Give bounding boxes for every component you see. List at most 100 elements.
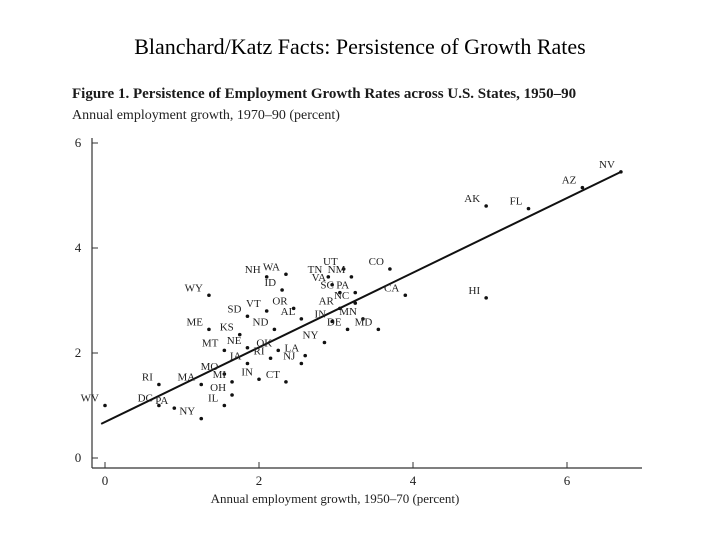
data-point [230,380,234,384]
point-label: MI [213,369,227,381]
slide-title: Blanchard/Katz Facts: Persistence of Gro… [134,34,586,59]
point-label: PA [155,395,168,407]
point-label: OK [256,337,272,349]
point-label: ND [253,316,269,328]
point-label: CO [369,256,384,268]
data-point [103,403,107,408]
data-point [284,380,288,384]
point-label: MO [201,361,219,373]
point-label: MD [355,316,373,328]
data-point [403,293,408,298]
figure-caption: Figure 1. Persistence of Employment Grow… [72,86,577,102]
data-point [303,353,308,358]
point-label: VT [246,298,261,310]
point-label: NE [227,335,242,347]
point-label: RI [142,372,153,384]
data-point [245,314,250,319]
data-point [388,267,392,271]
data-point [322,340,327,345]
data-point [222,403,227,408]
y-tick-label: 4 [75,240,82,255]
x-tick-label: 4 [410,473,417,488]
data-point [272,327,277,332]
data-point [245,345,250,350]
data-point [330,319,334,324]
data-point [291,306,296,311]
data-point [619,170,623,174]
axes: 0 2 4 6 0 2 4 6 [75,135,642,488]
data-point [268,356,273,361]
data-point [326,275,331,279]
data-point [341,267,346,271]
y-tick-label: 0 [75,450,82,465]
point-label: FL [510,196,523,208]
point-label: ME [186,316,203,328]
x-tick-label: 2 [256,473,263,488]
data-point [157,403,161,408]
point-label: AK [464,193,480,205]
point-label: KS [220,322,234,334]
data-point [580,185,585,190]
point-label: WA [263,261,280,273]
x-tick-label: 6 [564,473,571,488]
point-label: DE [327,316,342,328]
data-point [330,282,334,287]
data-point [199,416,204,421]
data-point [484,296,488,300]
point-label: VA [312,272,327,284]
point-label: MA [178,372,196,384]
data-point [222,372,227,376]
data-point [207,293,211,298]
point-label: NH [245,264,261,276]
data-point [299,361,304,366]
data-point [526,206,531,211]
point-label: NJ [283,351,296,363]
point-label: ID [264,277,276,289]
y-tick-label: 2 [75,345,82,360]
data-point [157,382,161,387]
data-point [237,332,242,337]
point-label: CT [266,369,280,381]
y-axis-title: Annual employment growth, 1970–90 (perce… [72,108,340,123]
data-point [257,377,261,382]
y-tick-label: 6 [75,135,82,150]
regression-line [100,170,622,425]
data-point [338,306,342,311]
point-label: AL [281,306,296,318]
point-label: NY [179,406,195,418]
data-point [349,275,354,279]
data-point [230,393,234,397]
point-label: NY [303,330,319,342]
point-label: CA [384,282,399,294]
point-label: RI [254,345,265,357]
data-point [376,327,381,332]
point-label: LA [285,343,300,355]
x-axis-title: Annual employment growth, 1950–70 (perce… [211,491,460,506]
point-label: IN [315,309,327,321]
point-label: IN [241,366,253,378]
data-point [345,327,350,332]
point-label: WY [185,282,203,294]
data-point [299,317,304,321]
point-label: OH [210,382,226,394]
data-point [172,406,177,410]
data-point [284,272,288,277]
data-point [353,301,358,305]
point-label: OR [272,295,288,307]
point-label: DC [138,393,153,405]
point-label: WV [81,393,99,405]
point-label: PA [336,280,349,292]
data-point [199,382,204,387]
point-label: SC [320,280,333,292]
data-point [207,327,211,332]
point-label: HI [469,285,481,297]
data-point [264,309,269,313]
data-point [245,361,250,366]
point-label: NV [599,159,615,171]
point-label: NM [328,264,346,276]
data-point [222,348,227,353]
point-label: IA [230,351,242,363]
data-point [276,348,281,353]
